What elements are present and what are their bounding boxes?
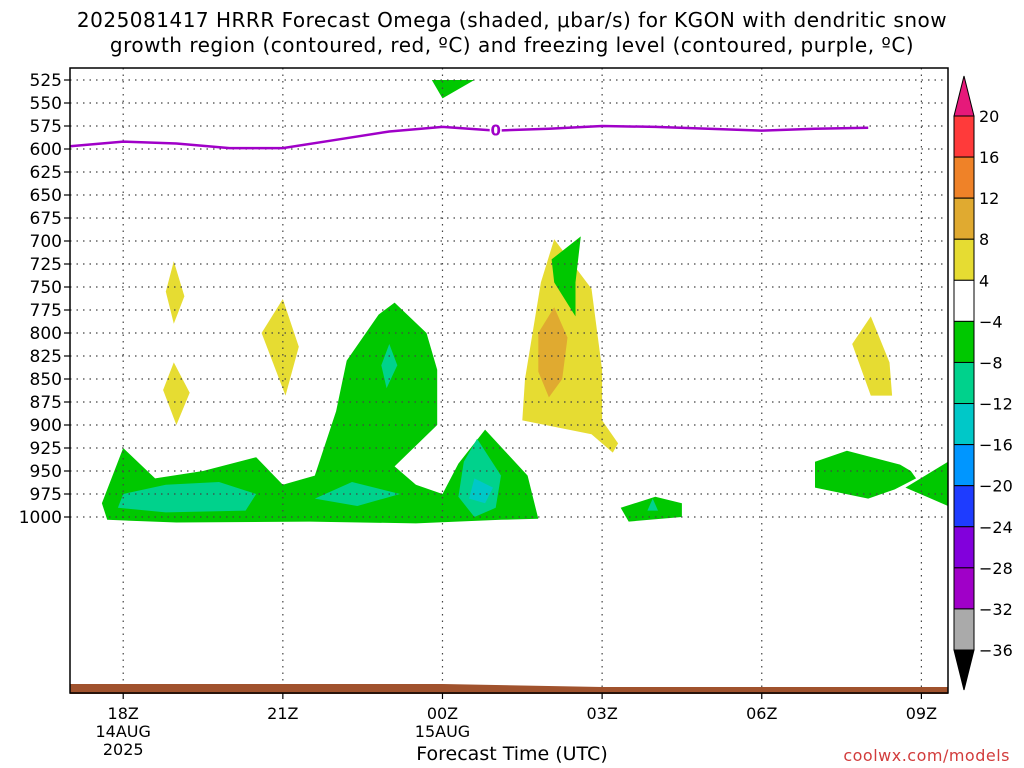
colorbar-box-12 bbox=[953, 608, 975, 651]
x-tick-label-3: 03Z bbox=[586, 704, 617, 723]
plot-background bbox=[70, 68, 948, 693]
omega-region-8 bbox=[101, 302, 539, 524]
y-tick-label-875: 875 bbox=[30, 393, 62, 413]
freezing-level: 0 bbox=[69, 121, 869, 150]
colorbar-label-9: −20 bbox=[979, 477, 1013, 496]
y-tick-label-525: 525 bbox=[30, 71, 62, 91]
colorbar: 20 16 12 8 4 −4 −8 −12 −16 −20 −24 −28 −32 −36 bbox=[953, 75, 1013, 691]
colorbar-box-6 bbox=[953, 361, 975, 405]
colorbar-box-5 bbox=[953, 320, 975, 363]
y-tick-label-975: 975 bbox=[30, 485, 62, 505]
colorbar-label-13: −36 bbox=[979, 641, 1013, 660]
terrain-band bbox=[70, 684, 948, 694]
y-tick-label-675: 675 bbox=[30, 209, 62, 229]
y-tick-label-925: 925 bbox=[30, 439, 62, 459]
colorbar-label-3: 8 bbox=[979, 230, 989, 249]
y-tick-label-950: 950 bbox=[30, 462, 62, 482]
colorbar-label-4: 4 bbox=[979, 271, 989, 290]
colorbar-label-5: −4 bbox=[979, 312, 1003, 331]
y-tick-label-625: 625 bbox=[30, 163, 62, 183]
colorbar-label-12: −32 bbox=[979, 600, 1013, 619]
colorbar-label-7: −12 bbox=[979, 395, 1013, 414]
x-tick-label-4: 06Z bbox=[746, 704, 777, 723]
y-tick-label-775: 775 bbox=[30, 301, 62, 321]
x-tick-sublabel-0-1: 2025 bbox=[103, 740, 144, 759]
y-tick-label-650: 650 bbox=[30, 186, 62, 206]
colorbar-top-arrow bbox=[953, 75, 975, 117]
colorbar-label-8: −16 bbox=[979, 436, 1013, 455]
omega-region-10 bbox=[815, 450, 917, 499]
omega-region-12 bbox=[117, 482, 257, 513]
watermark: coolwx.com/models bbox=[843, 746, 1010, 765]
omega-region-16 bbox=[469, 478, 493, 504]
colorbar-box-8 bbox=[953, 444, 975, 487]
x-tick-label-5: 09Z bbox=[906, 704, 937, 723]
y-axis: 525 550 575 600 625 650 675 700 725 750 775 800 825 8… bbox=[19, 71, 70, 528]
x-tick-label-0: 18Z bbox=[108, 704, 139, 723]
colorbar-label-0: 20 bbox=[979, 107, 999, 126]
y-tick-label-550: 550 bbox=[30, 94, 62, 114]
x-axis-title: Forecast Time (UTC) bbox=[416, 743, 608, 765]
y-tick-label-600: 600 bbox=[30, 140, 62, 160]
omega-region-15 bbox=[458, 438, 501, 517]
y-tick-label-700: 700 bbox=[30, 232, 62, 252]
freezing-level-label: 0 bbox=[490, 122, 500, 140]
colorbar-label-6: −8 bbox=[979, 353, 1003, 372]
omega-region-17 bbox=[647, 498, 658, 511]
colorbar-box-10 bbox=[953, 526, 975, 569]
colorbar-box-7 bbox=[953, 403, 975, 446]
y-tick-label-725: 725 bbox=[30, 255, 62, 275]
omega-region-11 bbox=[905, 461, 948, 506]
chart-title-line-1: 2025081417 HRRR Forecast Omega (shaded, … bbox=[76, 8, 948, 32]
plot-border bbox=[69, 67, 949, 694]
colorbar-box-1 bbox=[953, 156, 975, 199]
omega-shading bbox=[101, 80, 948, 524]
colorbar-box-2 bbox=[953, 197, 975, 240]
colorbar-box-3 bbox=[953, 238, 975, 281]
terrain-fill bbox=[70, 684, 948, 694]
colorbar-box-9 bbox=[953, 485, 975, 528]
omega-region-4 bbox=[538, 307, 568, 398]
colorbar-label-11: −28 bbox=[979, 559, 1013, 578]
colorbar-label-1: 16 bbox=[979, 148, 999, 167]
omega-region-2 bbox=[261, 299, 299, 396]
freezing-level-line bbox=[69, 124, 869, 150]
y-tick-label-575: 575 bbox=[30, 117, 62, 137]
colorbar-box-4 bbox=[953, 279, 975, 322]
y-tick-label-800: 800 bbox=[30, 324, 62, 344]
colorbar-bottom-arrow bbox=[953, 649, 975, 691]
x-tick-label-1: 21Z bbox=[267, 704, 298, 723]
chart-title-line-2: growth region (contoured, red, ºC) and f… bbox=[109, 33, 915, 57]
y-tick-label-850: 850 bbox=[30, 370, 62, 390]
omega-region-7 bbox=[551, 236, 581, 317]
y-tick-label-900: 900 bbox=[30, 416, 62, 436]
x-tick-sublabel-0-0: 14AUG bbox=[96, 722, 151, 741]
freezing-level-label-bg bbox=[489, 121, 502, 138]
colorbar-box-11 bbox=[953, 567, 975, 610]
omega-region-6 bbox=[431, 80, 475, 99]
y-tick-label-1000: 1000 bbox=[19, 508, 62, 528]
colorbar-label-2: 12 bbox=[979, 189, 999, 208]
y-tick-label-825: 825 bbox=[30, 347, 62, 367]
omega-region-5 bbox=[852, 316, 893, 396]
x-tick-label-2: 00Z bbox=[427, 704, 458, 723]
omega-region-1 bbox=[163, 362, 190, 425]
x-tick-sublabel-2-0: 15AUG bbox=[415, 722, 470, 741]
omega-region-3 bbox=[522, 239, 619, 453]
colorbar-box-0 bbox=[953, 115, 975, 158]
omega-region-0 bbox=[165, 261, 185, 324]
plot-area bbox=[70, 68, 948, 693]
grid bbox=[70, 68, 948, 693]
colorbar-label-10: −24 bbox=[979, 518, 1013, 537]
omega-region-14 bbox=[381, 344, 398, 389]
plot-frame bbox=[69, 67, 949, 694]
y-tick-label-750: 750 bbox=[30, 278, 62, 298]
